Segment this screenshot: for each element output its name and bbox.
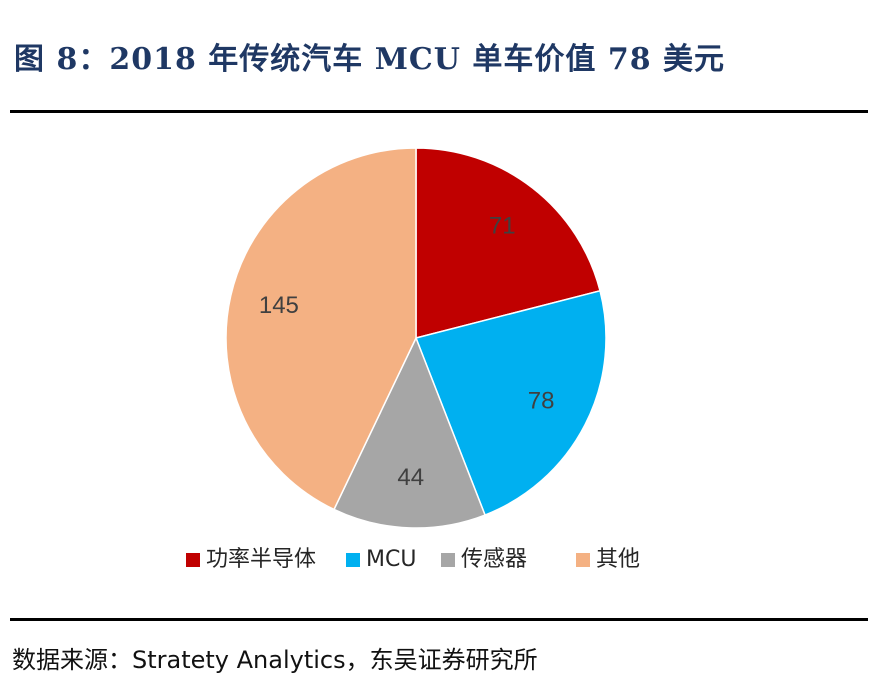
pie-slice-2	[333, 336, 486, 529]
pie-chart: 71 78 44 145 功率半导体 MCU 传感器 其他	[186, 147, 640, 572]
pie-slice-3	[225, 147, 417, 511]
data-label-0: 71	[489, 212, 516, 239]
source-note: 数据来源：Stratety Analytics，东吴证券研究所	[12, 646, 538, 674]
legend-item-3: 其他	[576, 547, 640, 572]
figure-title: 图 8：2018 年传统汽车 MCU 单车价值 78 美元	[14, 42, 726, 77]
pie-slice-0	[415, 147, 601, 339]
legend-item-1: MCU	[346, 547, 416, 572]
legend-swatch-1	[346, 553, 360, 567]
legend-label-2: 传感器	[461, 547, 527, 572]
legend-item-2: 传感器	[441, 547, 527, 572]
data-label-2: 44	[397, 464, 424, 491]
pie-slices	[225, 147, 607, 529]
chart-legend: 功率半导体 MCU 传感器 其他	[186, 547, 640, 572]
top-rule	[10, 110, 868, 113]
bottom-rule	[10, 618, 868, 621]
legend-label-1: MCU	[366, 547, 416, 572]
data-label-3: 145	[259, 292, 299, 319]
legend-swatch-0	[186, 553, 200, 567]
legend-swatch-2	[441, 553, 455, 567]
pie-data-labels: 71 78 44 145	[259, 212, 555, 491]
data-label-1: 78	[528, 388, 555, 415]
legend-swatch-3	[576, 553, 590, 567]
legend-item-0: 功率半导体	[186, 547, 316, 572]
legend-label-0: 功率半导体	[206, 547, 316, 572]
legend-label-3: 其他	[596, 547, 640, 572]
